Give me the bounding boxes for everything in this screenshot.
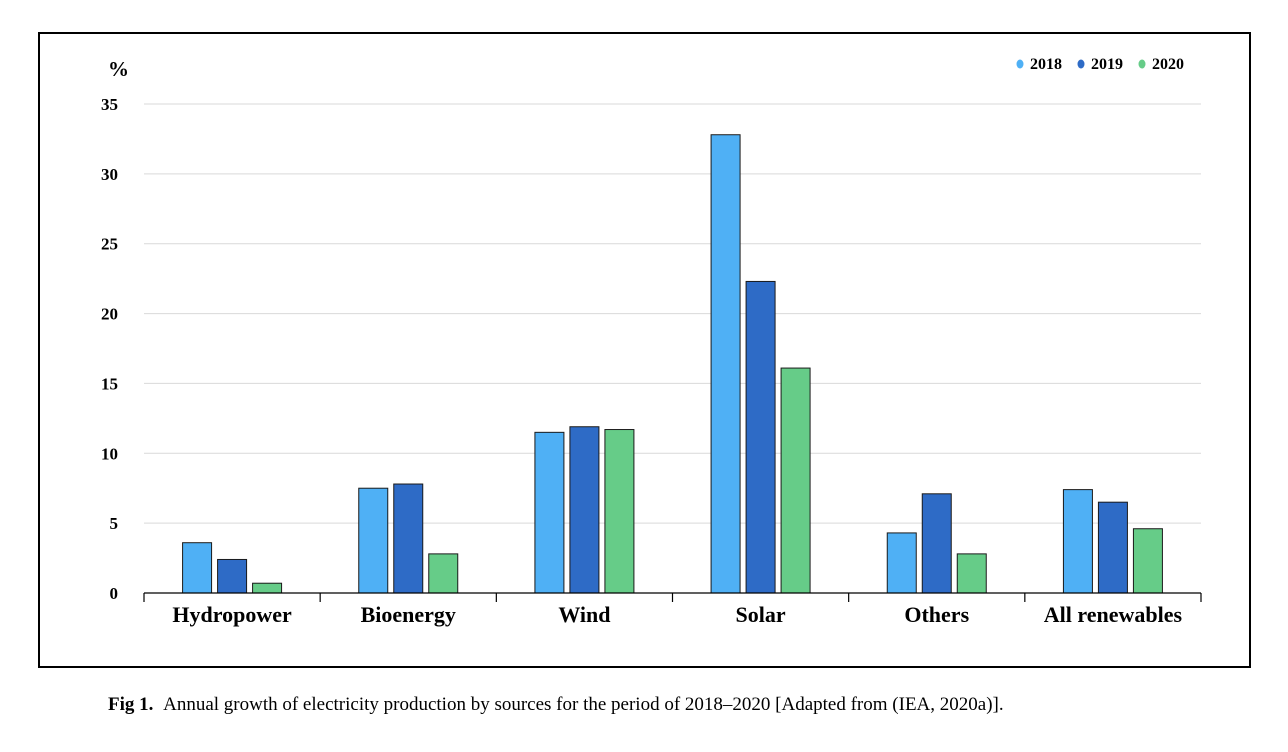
figure-caption: Fig 1. Annual growth of electricity prod…: [108, 694, 1004, 716]
bar-2020-wind: [604, 429, 635, 594]
legend-marker-2018: [1016, 59, 1024, 69]
x-category-label: Bioenergy: [361, 602, 456, 627]
bar-chart: 0 5 10 15 20 25 30 35% Hydropower Bioenergy Wind So…: [101, 56, 1202, 627]
bar-2019-solar: [745, 280, 776, 594]
bar-2020-bioenergy: [428, 553, 459, 594]
x-category-label: Solar: [736, 602, 786, 627]
legend-label-2020: 2020: [1152, 56, 1184, 73]
x-category-label: Others: [904, 602, 969, 627]
bar-2018-hydropower: [182, 542, 213, 594]
bar-2018-solar: [710, 134, 741, 594]
y-tick-label: 15: [101, 374, 118, 393]
bar-2018-others: [886, 532, 917, 594]
bar-2019-others: [921, 493, 952, 594]
legend-marker-2020: [1138, 59, 1146, 69]
bar-2019-all-renewables: [1097, 501, 1128, 594]
y-tick-label: 30: [101, 165, 118, 184]
bar-2018-wind: [534, 431, 565, 594]
bar-2019-wind: [569, 426, 600, 594]
bar-2019-bioenergy: [393, 483, 424, 594]
y-tick-label: 10: [101, 444, 118, 463]
chart-frame: 0 5 10 15 20 25 30 35% Hydropower Bioenergy Wind So…: [38, 32, 1251, 668]
x-category-label: All renewables: [1044, 602, 1183, 627]
bar-2020-solar: [780, 367, 811, 594]
caption-text: Annual growth of electricity production …: [163, 694, 1004, 715]
caption-label: Fig 1.: [108, 694, 154, 715]
y-tick-label: 35: [101, 95, 118, 114]
y-tick-label: 5: [110, 514, 119, 533]
legend-label-2018: 2018: [1030, 56, 1062, 73]
y-tick-label: 25: [101, 235, 118, 254]
legend-label-2019: 2019: [1091, 56, 1123, 73]
x-category-label: Hydropower: [172, 602, 292, 627]
y-tick-label: 0: [110, 584, 119, 603]
bar-2018-bioenergy: [358, 487, 389, 594]
bar-2020-hydropower: [252, 582, 283, 594]
legend-marker-2019: [1077, 59, 1085, 69]
bar-2018-all-renewables: [1062, 489, 1093, 594]
bar-2019-hydropower: [217, 558, 248, 594]
y-axis-unit-label: %: [108, 57, 129, 81]
y-tick-label: 20: [101, 305, 118, 324]
bar-2020-all-renewables: [1132, 528, 1163, 594]
bar-2020-others: [956, 553, 987, 594]
x-category-label: Wind: [558, 602, 610, 627]
